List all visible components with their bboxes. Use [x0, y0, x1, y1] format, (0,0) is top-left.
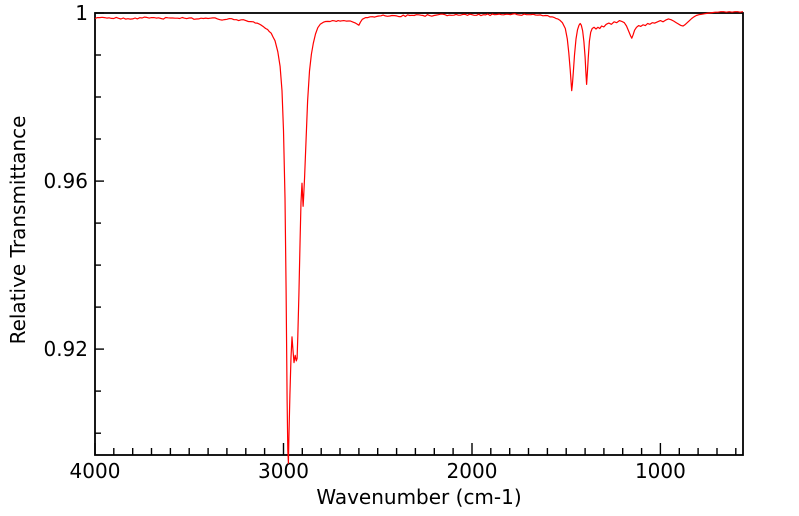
x-tick-label: 2000 — [447, 459, 498, 483]
y-tick-label: 0.96 — [43, 169, 88, 193]
y-axis-title: Relative Transmittance — [6, 115, 30, 345]
x-tick-label: 1000 — [635, 459, 686, 483]
x-tick-label: 3000 — [258, 459, 309, 483]
plot-border — [94, 12, 744, 456]
y-tick-label: 0.92 — [43, 337, 88, 361]
x-axis-title: Wavenumber (cm-1) — [316, 485, 522, 509]
y-tick-label: 1 — [75, 1, 88, 25]
spectrum-line — [94, 11, 744, 464]
x-tick-label: 4000 — [70, 459, 121, 483]
